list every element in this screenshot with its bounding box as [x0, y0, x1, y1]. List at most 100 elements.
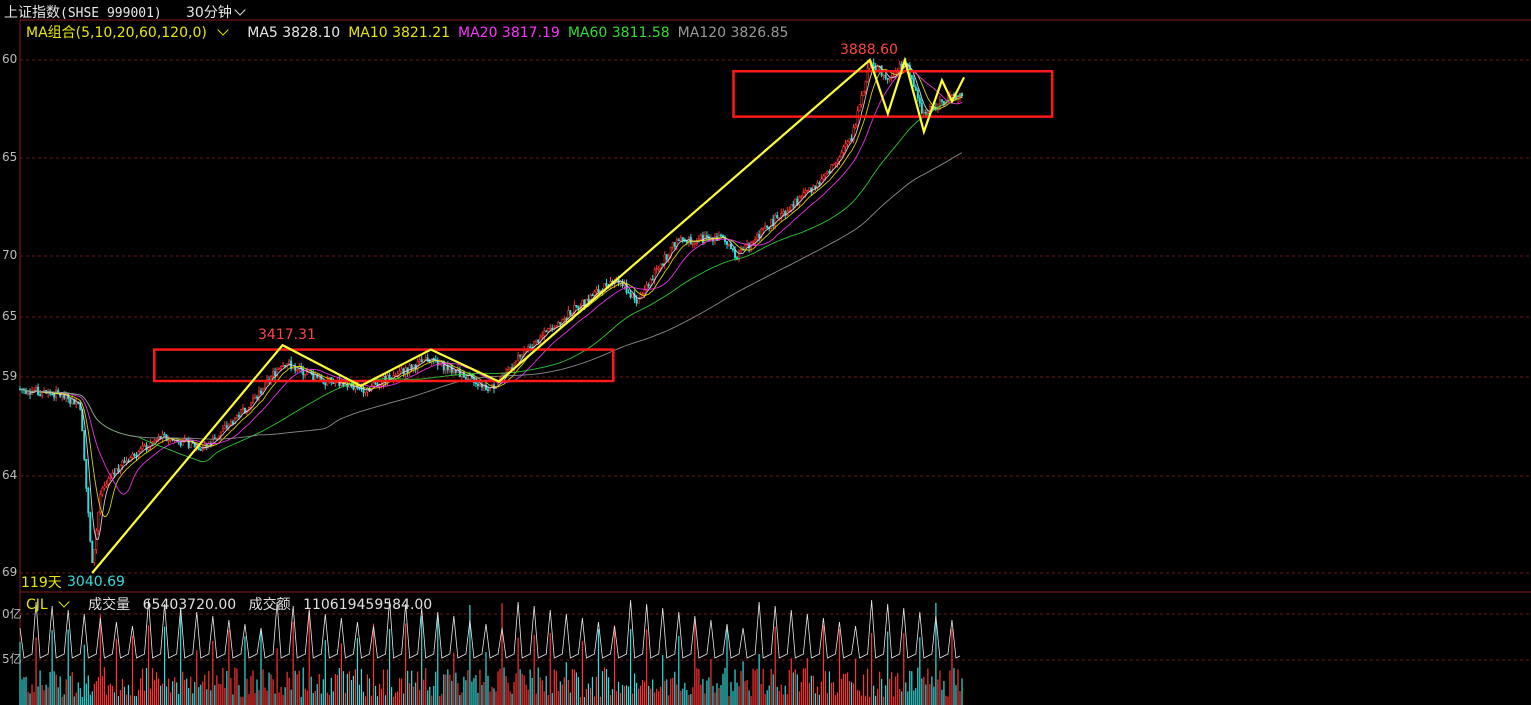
candle-body	[798, 196, 801, 205]
security-title[interactable]: 上证指数(SHSE 999001)	[4, 2, 162, 22]
candle-body	[424, 357, 427, 361]
candle-body	[681, 237, 684, 241]
candle-body	[836, 160, 839, 164]
candle-body	[790, 204, 793, 211]
candle-body	[834, 162, 837, 165]
candle-body	[519, 354, 522, 357]
candle-body	[541, 335, 544, 338]
volume-axis-label: 0亿	[2, 607, 22, 621]
candle-body	[832, 163, 835, 166]
candle-body	[726, 241, 729, 245]
candle-body	[249, 402, 252, 408]
candle-body	[418, 359, 421, 362]
candle-body	[645, 284, 648, 291]
candle-body	[862, 90, 865, 96]
candle-body	[183, 438, 186, 440]
candle-body	[647, 284, 650, 287]
candle-body	[766, 225, 769, 228]
candle-body	[476, 383, 479, 387]
candle-body	[818, 182, 821, 185]
candle-body	[400, 368, 403, 372]
candle-body	[398, 371, 401, 375]
candle-body	[850, 138, 853, 142]
ma-items: MA5 3828.10 MA10 3821.21 MA20 3817.19 MA60 …	[247, 25, 796, 41]
candle-body	[533, 341, 536, 350]
candle-body	[107, 478, 110, 485]
candle-body	[111, 472, 114, 478]
candle-body	[653, 269, 656, 280]
candle-body	[732, 248, 735, 251]
candle-body	[241, 408, 244, 410]
candle-body	[802, 192, 805, 197]
candle-body	[75, 401, 78, 405]
candle-body	[876, 65, 879, 71]
candle-body	[758, 234, 761, 238]
candle-body	[219, 431, 222, 437]
candle-body	[814, 185, 817, 189]
candle-body	[312, 372, 315, 381]
period-selector[interactable]: 30分钟	[186, 2, 246, 22]
candle-body	[358, 387, 361, 390]
candle-body	[884, 74, 887, 79]
candle-body	[744, 244, 747, 251]
candle-body	[537, 339, 540, 343]
chevron-down-icon	[217, 24, 229, 36]
candle-body	[256, 396, 259, 399]
candle-body	[547, 328, 550, 332]
candle-body	[794, 198, 797, 207]
candle-body	[846, 141, 849, 145]
candle-body	[396, 373, 399, 376]
candle-body	[133, 453, 136, 456]
candle-body	[474, 382, 477, 385]
candle-body	[543, 330, 546, 337]
ma-line-ma10	[19, 68, 963, 518]
ma-item-ma60: MA60 3811.58	[567, 25, 670, 41]
range-box	[732, 70, 1054, 118]
candle-body	[756, 234, 759, 241]
candle-body	[306, 371, 309, 375]
candle-body	[527, 346, 530, 349]
candle-body	[296, 369, 299, 372]
candle-body	[217, 435, 220, 439]
candle-body	[486, 389, 489, 391]
candle-body	[521, 354, 524, 357]
candle-body	[426, 357, 429, 362]
candle-body	[673, 242, 676, 247]
candle-body	[872, 62, 875, 68]
price-axis-label: 64	[2, 468, 18, 482]
candle-body	[830, 164, 833, 174]
ma-combo-selector[interactable]: MA组合(5,10,20,60,120,0)	[26, 24, 235, 41]
price-axis-label: 65	[2, 309, 18, 323]
candle-body	[623, 283, 626, 287]
candle-body	[446, 364, 449, 371]
indicator-selector[interactable]: CJL	[26, 596, 76, 613]
candle-body	[199, 449, 202, 451]
candle-body	[649, 278, 652, 287]
candle-body	[101, 487, 104, 495]
candle-body	[41, 392, 44, 396]
candle-body	[898, 63, 901, 71]
candle-body	[583, 299, 586, 306]
candle-body	[163, 433, 166, 436]
candle-body	[916, 90, 919, 99]
candle-body	[633, 293, 636, 301]
candle-body	[591, 294, 594, 297]
candle-body	[372, 382, 375, 387]
period-label: 30分钟	[186, 5, 232, 21]
candle-body	[408, 364, 411, 373]
candle-body	[464, 377, 467, 379]
amount-value: 110619459584.00	[303, 597, 433, 613]
candle-body	[324, 382, 327, 386]
ma-item-ma20: MA20 3817.19	[458, 25, 560, 41]
candle-body	[699, 234, 702, 240]
candle-body	[651, 278, 654, 281]
candle-body	[233, 417, 236, 425]
candle-body	[705, 235, 708, 237]
candle-body	[410, 364, 413, 370]
candle-body	[83, 430, 86, 460]
candle-body	[734, 249, 737, 258]
candle-body	[119, 465, 122, 472]
candle-body	[53, 393, 56, 398]
candle-body	[153, 439, 156, 443]
